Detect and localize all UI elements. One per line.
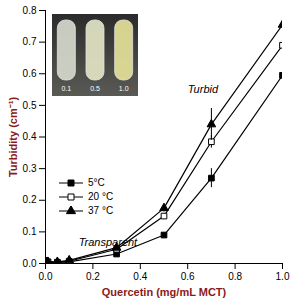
svg-text:0.3: 0.3 <box>23 163 37 174</box>
svg-text:0.6: 0.6 <box>181 271 195 282</box>
svg-text:0.6: 0.6 <box>23 68 37 79</box>
svg-text:0.0: 0.0 <box>23 258 37 269</box>
svg-text:0.5: 0.5 <box>23 100 37 111</box>
html-text:5°C: 5°C <box>88 177 105 188</box>
svg-text:0.1: 0.1 <box>61 85 71 92</box>
svg-text:0.5: 0.5 <box>90 85 100 92</box>
svg-text:0.4: 0.4 <box>23 131 37 142</box>
svg-text:1.0: 1.0 <box>276 271 290 282</box>
svg-text:Transparent: Transparent <box>79 236 138 248</box>
svg-text:0.8: 0.8 <box>228 271 242 282</box>
svg-text:0.8: 0.8 <box>23 5 37 16</box>
svg-text:0.7: 0.7 <box>23 36 37 47</box>
svg-text:Quercetin (mg/mL MCT): Quercetin (mg/mL MCT) <box>102 286 227 298</box>
svg-text:Turbid: Turbid <box>188 83 219 95</box>
svg-text:0.0: 0.0 <box>39 271 53 282</box>
svg-text:Turbidity (cm⁻¹): Turbidity (cm⁻¹) <box>7 97 19 178</box>
svg-text:0.4: 0.4 <box>133 271 147 282</box>
svg-text:0.2: 0.2 <box>86 271 100 282</box>
html-text:20 °C: 20 °C <box>88 191 114 202</box>
html-text:37 °C: 37 °C <box>88 205 114 216</box>
svg-text:1.0: 1.0 <box>119 85 129 92</box>
svg-text:0.2: 0.2 <box>23 194 37 205</box>
svg-text:0.1: 0.1 <box>23 226 37 237</box>
